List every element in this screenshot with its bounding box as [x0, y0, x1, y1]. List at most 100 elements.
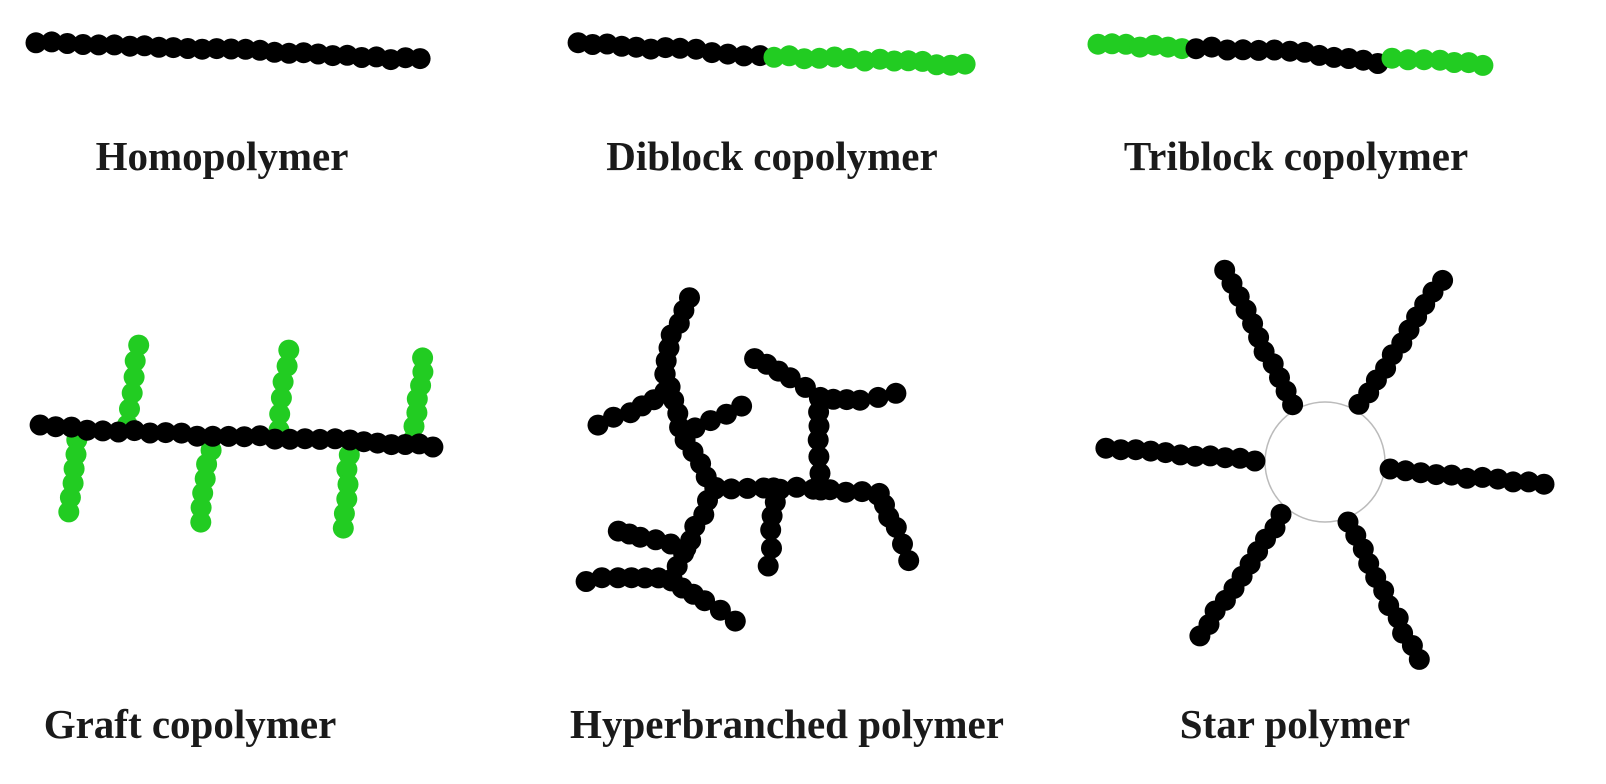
monomer-bead — [1189, 625, 1211, 647]
monomer-bead — [619, 402, 641, 424]
monomer-bead — [332, 517, 354, 539]
monomer-bead — [679, 287, 700, 309]
monomer-bead — [155, 422, 177, 444]
monomer-bead — [72, 34, 94, 55]
monomer-bead — [849, 389, 871, 411]
monomer-bead — [322, 45, 344, 67]
monomer-bead — [1244, 450, 1266, 472]
monomer-bead — [824, 46, 846, 68]
monomer-bead — [139, 422, 161, 444]
monomer-bead — [808, 446, 830, 468]
monomer-bead — [1502, 471, 1524, 493]
monomer-bead — [694, 590, 716, 612]
monomer-bead — [76, 419, 98, 441]
monomer-bead — [808, 47, 830, 69]
monomer-bead — [1413, 49, 1435, 71]
monomer-bead — [892, 533, 913, 555]
monomer-bead — [851, 481, 873, 503]
monomer-bead — [700, 410, 721, 432]
monomer-bead — [264, 428, 286, 450]
monomer-bead — [92, 420, 114, 442]
monomer-bead — [309, 428, 331, 450]
monomer-bead — [744, 348, 766, 370]
monomer-bead — [607, 567, 629, 589]
monomer-bead — [793, 48, 815, 70]
monomer-bead — [61, 416, 82, 438]
monomer-bead — [123, 420, 145, 442]
monomer-bead — [809, 462, 831, 484]
monomer-bead — [731, 395, 753, 417]
diblock-copolymer-label: Diblock copolymer — [606, 133, 938, 179]
monomer-bead — [218, 425, 240, 447]
monomer-bead — [202, 425, 224, 447]
monomer-bead — [810, 479, 832, 501]
monomer-bead — [1248, 39, 1270, 61]
monomer-bead — [1263, 39, 1285, 61]
monomer-bead — [121, 382, 143, 404]
monomer-bead — [591, 567, 613, 589]
monomer-bead — [1381, 47, 1403, 69]
monomer-bead — [1201, 36, 1223, 58]
monomer-bead — [276, 355, 298, 377]
monomer-bead — [854, 50, 876, 72]
monomer-bead — [25, 32, 47, 54]
monomer-bead — [1348, 393, 1370, 415]
monomer-bead — [1185, 38, 1207, 60]
monomer-bead — [45, 416, 67, 438]
monomer-bead — [1533, 473, 1555, 495]
monomer-bead — [29, 414, 51, 436]
graft-copolymer-label: Graft copolymer — [43, 701, 337, 747]
monomer-bead — [794, 376, 816, 398]
graft-copolymer-chain — [29, 334, 444, 539]
monomer-bead — [760, 519, 782, 541]
monomer-bead — [709, 599, 731, 621]
monomer-bead — [1110, 439, 1132, 461]
monomer-bead — [124, 350, 146, 372]
monomer-bead — [701, 42, 723, 64]
triblock-copolymer-label: Triblock copolymer — [1123, 133, 1469, 179]
hyperbranched-polymer-chain — [575, 287, 920, 632]
monomer-bead — [1443, 52, 1465, 73]
monomer-bead — [278, 339, 300, 361]
monomer-bead — [898, 550, 920, 572]
star-polymer-chain — [1095, 259, 1555, 670]
star-polymer-label: Star polymer — [1179, 701, 1411, 747]
monomer-bead — [1184, 445, 1206, 467]
monomer-bead — [763, 46, 785, 68]
monomer-bead — [58, 501, 80, 523]
monomer-bead — [108, 421, 129, 443]
monomer-bead — [103, 34, 125, 56]
monomer-bead — [88, 34, 110, 56]
monomer-bead — [645, 529, 667, 551]
monomer-bead — [720, 478, 742, 500]
monomer-bead — [685, 38, 707, 60]
monomer-bead — [190, 497, 212, 518]
monomer-bead — [1395, 460, 1416, 482]
monomer-bead — [41, 31, 63, 53]
monomer-bead — [733, 45, 755, 67]
monomer-bead — [737, 477, 758, 499]
monomer-bead — [704, 478, 726, 500]
monomer-bead — [233, 426, 255, 448]
homopolymer-chain — [25, 31, 431, 71]
monomer-bead — [1214, 447, 1236, 469]
monomer-bead — [885, 382, 907, 404]
monomer-bead — [761, 537, 782, 559]
monomer-bead — [1456, 467, 1478, 489]
hyperbranched-polymer-label: Hyperbranched polymer — [570, 701, 1004, 747]
monomer-bead — [270, 387, 292, 409]
monomer-bead — [422, 436, 444, 458]
monomer-bead — [1232, 39, 1254, 61]
monomer-bead — [123, 366, 145, 388]
triblock-copolymer-chain — [1087, 33, 1494, 76]
monomer-bead — [587, 414, 609, 436]
monomer-bead — [1379, 458, 1401, 480]
monomer-bead — [336, 458, 358, 480]
monomer-bead — [190, 511, 212, 533]
monomer-bead — [1472, 466, 1493, 488]
monomer-bead — [603, 406, 624, 428]
monomer-bead — [1472, 54, 1494, 76]
monomer-bead — [409, 48, 431, 70]
